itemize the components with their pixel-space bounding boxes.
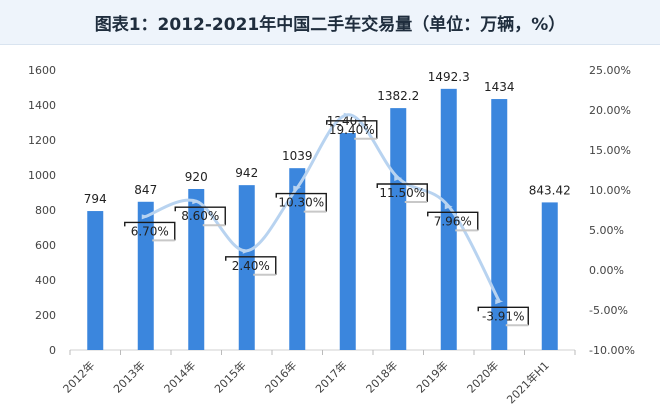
- growth-marker: [242, 248, 251, 254]
- x-tick-label: 2016年: [262, 358, 299, 395]
- y-left-tick-label: 800: [35, 204, 56, 217]
- x-tick-label: 2018年: [363, 358, 400, 395]
- x-tick-label: 2020年: [464, 358, 501, 395]
- growth-label-bracket: [225, 256, 277, 275]
- bar-value-label: 942: [235, 166, 258, 180]
- growth-marker: [141, 214, 150, 220]
- bar: [238, 185, 255, 350]
- y-right-tick-label: 10.00%: [589, 184, 631, 197]
- bar: [390, 108, 407, 351]
- bar: [87, 211, 104, 350]
- bar: [541, 202, 558, 350]
- growth-label-bracket: [477, 306, 529, 326]
- bar: [289, 168, 306, 350]
- bar: [440, 88, 457, 350]
- growth-label-bracket: [427, 211, 479, 231]
- y-left-tick-label: 1000: [28, 169, 56, 182]
- growth-value-label: 11.50%: [379, 186, 425, 200]
- bar-value-label: 1039: [282, 149, 313, 163]
- bar-value-label: 847: [134, 183, 157, 197]
- growth-marker: [495, 299, 504, 305]
- chart-title: 图表1：2012-2021年中国二手车交易量（单位：万辆，%）: [94, 15, 566, 35]
- growth-marker: [192, 199, 201, 205]
- bar-value-label: 1382.2: [377, 89, 419, 103]
- bar: [339, 132, 356, 350]
- bar-value-label: 1434: [484, 80, 515, 94]
- bar-value-label: 920: [185, 170, 208, 184]
- x-tick-label: 2014年: [161, 358, 198, 395]
- bar: [188, 189, 205, 350]
- growth-marker: [444, 204, 453, 210]
- growth-value-label: -3.91%: [482, 309, 524, 323]
- x-tick-label: 2013年: [110, 358, 147, 395]
- bar-value-label: 843.42: [529, 183, 571, 197]
- growth-marker: [343, 112, 352, 118]
- x-tick-label: 2017年: [312, 358, 349, 395]
- bar: [137, 201, 154, 350]
- growth-label-bracket: [326, 120, 378, 139]
- growth-label-bracket: [174, 206, 226, 226]
- growth-value-label: 6.70%: [131, 224, 169, 238]
- y-right-tick-label: 5.00%: [589, 224, 624, 237]
- y-left-tick-label: 0: [49, 344, 56, 357]
- growth-value-label: 19.40%: [329, 123, 375, 137]
- x-tick-label: 2015年: [211, 358, 248, 395]
- growth-marker: [293, 185, 302, 191]
- title-bar: 图表1：2012-2021年中国二手车交易量（单位：万辆，%）: [0, 0, 660, 45]
- y-right-tick-label: 20.00%: [589, 104, 631, 117]
- bar: [491, 99, 508, 350]
- growth-label-bracket: [275, 192, 327, 212]
- y-left-tick-label: 200: [35, 309, 56, 322]
- y-left-tick-label: 1400: [28, 99, 56, 112]
- y-right-tick-label: -10.00%: [589, 344, 635, 357]
- y-right-tick-label: 25.00%: [589, 64, 631, 77]
- y-left-tick-label: 1200: [28, 134, 56, 147]
- x-tick-label: 2012年: [60, 358, 97, 395]
- bar-value-label: 1492.3: [428, 70, 470, 84]
- y-right-tick-label: -5.00%: [589, 304, 628, 317]
- growth-marker: [394, 176, 403, 181]
- y-left-tick-label: 600: [35, 239, 56, 252]
- y-right-tick-label: 0.00%: [589, 264, 624, 277]
- growth-value-label: 8.60%: [181, 209, 219, 223]
- x-tick-label: 2021年H1: [504, 358, 552, 406]
- growth-label-bracket: [124, 221, 176, 241]
- bar-value-label: 794: [84, 192, 107, 206]
- growth-value-label: 10.30%: [278, 196, 324, 210]
- y-right-tick-label: 15.00%: [589, 144, 631, 157]
- y-left-tick-label: 1600: [28, 64, 56, 77]
- x-tick-label: 2019年: [413, 358, 450, 395]
- growth-label-bracket: [376, 183, 428, 202]
- growth-value-label: 2.40%: [232, 259, 270, 273]
- growth-value-label: 7.96%: [434, 214, 472, 228]
- y-left-tick-label: 400: [35, 274, 56, 287]
